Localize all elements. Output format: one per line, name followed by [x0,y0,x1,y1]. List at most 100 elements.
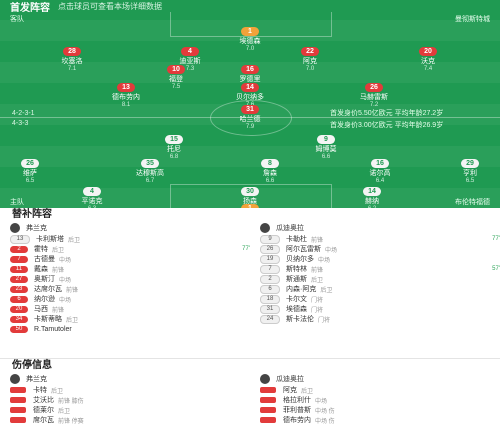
away-coach-row[interactable]: 瓜迪奥拉 [260,222,500,234]
away-subs-list: 瓜迪奥拉 9 卡勒杜 前锋 77' 26 阿尔瓦雷斯 中场 19 贝纳尔多 中场 7 斯特林 前锋 57'… [260,222,500,324]
jersey-number: 26 [21,159,39,168]
home-player[interactable]: 1拉亚7.1 [217,197,283,208]
injury-row[interactable]: 菲利普斯 中场 伤 [260,405,500,415]
injury-icon [10,407,26,413]
sub-row[interactable]: 31 埃德森 门将 [260,304,500,314]
home-team-label: 主队 [10,199,24,206]
sub-row[interactable]: 19 贝纳尔多 中场 [260,254,500,264]
sub-row[interactable]: 50 R.Tamutoler [10,324,250,334]
injury-section: 伤停信息 弗兰克 卡特 后卫 艾沃比 前锋 膝伤 德莱尔 后卫 席尔瓦 前锋 停赛 瓜迪奥拉 … [0,359,500,440]
sub-row[interactable]: 24 斯卡法伦 门将 [260,314,500,324]
jersey-number: 8 [261,159,279,168]
home-player[interactable]: 9 姆博莫 6.6 [293,128,359,161]
player-rating: 7.0 [245,46,255,52]
sub-row[interactable]: 18 卡尔文 门将 [260,294,500,304]
player-rating: 7.1 [67,66,77,72]
away-player[interactable]: 31 哈兰德 7.9 [217,98,283,131]
home-player[interactable]: 16 诺尔高 6.4 [347,152,413,185]
away-player[interactable]: 13 德布劳内 8.1 [93,76,159,109]
player-name: 达穆斯高 [136,170,164,177]
sub-number: 7 [10,255,28,263]
sub-number: 2 [260,274,280,284]
coach-icon [10,223,20,233]
away-player[interactable]: 20 沃克 7.4 [395,40,461,73]
sub-name: 斯特林 [286,266,307,273]
jersey-number: 20 [419,47,437,56]
away-player[interactable]: 4 迪亚斯 7.3 [157,40,223,73]
sub-name: 卡斯蒂略 [34,316,62,323]
subs-section: 替补阵容 弗兰克 13 卡利斯塔 后卫 2 霍特 后卫 77' 7 古德曼 中场 11 戴森 前锋 27 奥… [0,208,500,358]
sub-row[interactable]: 34 卡斯蒂略 后卫 [10,314,250,324]
injury-row[interactable]: 艾沃比 前锋 膝伤 [10,395,250,405]
home-player[interactable]: 8 詹森 6.6 [237,152,303,185]
away-player[interactable]: 10 福登 7.5 [143,58,209,91]
sub-position: 前锋 [52,267,65,274]
jersey-number: 29 [461,159,479,168]
sub-position: 后卫 [52,247,65,254]
sub-row[interactable]: 20 马西 前锋 [10,304,250,314]
away-player[interactable]: 28 坎塞洛 7.1 [39,40,105,73]
injury-row[interactable]: 卡特 后卫 [10,385,250,395]
home-subs-list: 弗兰克 13 卡利斯塔 后卫 2 霍特 后卫 77' 7 古德曼 中场 11 戴森 前锋 27 奥斯汀 中场 2… [10,222,250,334]
jersey-number: 26 [365,83,383,92]
home-player[interactable]: 35 达穆斯高 6.7 [117,152,183,185]
away-market-value: 首发身价5.50亿欧元 平均年龄27.2岁 [330,110,444,117]
injury-position: 后卫 [58,408,71,415]
home-injury-coach-row[interactable]: 弗兰克 [10,373,250,385]
sub-row[interactable]: 7 斯特林 前锋 57' [260,264,500,274]
player-name: 亨利 [463,170,477,177]
home-player[interactable]: 26 维萨 6.5 [0,152,63,185]
away-player[interactable]: 1 埃德森 7.0 [217,20,283,53]
sub-row[interactable]: 6 内森·阿克 后卫 [260,284,500,294]
away-injury-coach: 瓜迪奥拉 [276,376,304,383]
away-player[interactable]: 26 马赫雷斯 7.2 [341,76,407,109]
sub-position: 中场 [318,257,331,264]
sub-row[interactable]: 13 卡利斯塔 后卫 [10,234,250,244]
injury-row[interactable]: 德莱尔 后卫 [10,405,250,415]
sub-position: 门将 [311,297,324,304]
sub-position: 前锋 [66,287,79,294]
sub-name: 古德曼 [34,256,55,263]
sub-row[interactable]: 23 达席尔瓦 前锋 [10,284,250,294]
jersey-number: 4 [181,47,199,56]
injury-position: 后卫 [51,388,64,395]
home-player[interactable]: 29 亨利 6.5 [437,152,500,185]
sub-row[interactable]: 2 霍特 后卫 77' [10,244,250,254]
sub-name: 达席尔瓦 [34,286,62,293]
sub-row[interactable]: 26 阿尔瓦雷斯 中场 [260,244,500,254]
jersey-number: 9 [317,135,335,144]
sub-row[interactable]: 9 卡勒杜 前锋 77' [260,234,500,244]
injury-row[interactable]: 德布劳内 中场 伤 [260,415,500,425]
injury-row[interactable]: 席尔瓦 前锋 停赛 [10,415,250,425]
sub-row[interactable]: 7 古德曼 中场 [10,254,250,264]
sub-position: 前锋 [311,237,324,244]
injury-row[interactable]: 阿克 后卫 [260,385,500,395]
sub-row[interactable]: 27 奥斯汀 中场 [10,274,250,284]
jersey-number: 30 [241,187,259,196]
sub-position: 前锋 [311,267,324,274]
away-injury-coach-row[interactable]: 瓜迪奥拉 [260,373,500,385]
injury-icon [260,397,276,403]
player-name: 托尼 [167,146,181,153]
injury-icon [10,397,26,403]
sub-row[interactable]: 6 纳尔逊 中场 [10,294,250,304]
jersey-number: 14 [363,187,381,196]
injured-player-name: 德布劳内 [283,417,311,424]
injury-icon [260,417,276,423]
home-player[interactable]: 15 托尼 6.8 [141,128,207,161]
player-rating: 6.6 [265,178,275,184]
sub-row[interactable]: 2 斯通斯 后卫 [260,274,500,284]
home-player[interactable]: 4 平诺克6.3 [59,180,125,208]
injury-position: 后卫 [301,388,314,395]
away-player[interactable]: 22 阿克 7.0 [277,40,343,73]
player-rating: 6.6 [321,154,331,160]
home-player[interactable]: 14 赫纳6.2 [339,180,405,208]
home-coach-row[interactable]: 弗兰克 [10,222,250,234]
sub-number: 34 [10,315,28,323]
sub-row[interactable]: 11 戴森 前锋 [10,264,250,274]
injury-row[interactable]: 格拉利什 中场 [260,395,500,405]
sub-name: 奥斯汀 [34,276,55,283]
center-circle [210,100,292,136]
player-name: 贝尔纳多 [236,94,264,101]
